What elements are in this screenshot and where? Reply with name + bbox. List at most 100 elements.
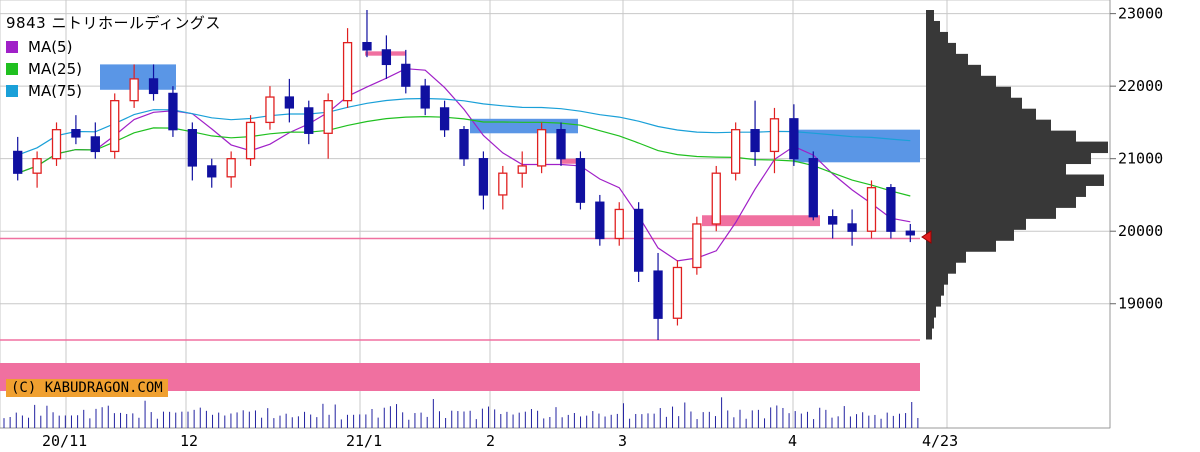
candle-body	[362, 41, 372, 51]
candle-body	[439, 107, 450, 131]
candle-body	[556, 129, 566, 160]
profile-bar	[926, 284, 944, 296]
candle-body	[692, 223, 702, 269]
resistance-zone	[560, 158, 584, 164]
candle-body	[672, 266, 683, 319]
profile-bar	[926, 295, 941, 307]
profile-bar	[926, 108, 1036, 121]
profile-bar	[926, 207, 1056, 219]
profile-bar	[926, 10, 934, 22]
candle-body	[498, 172, 508, 196]
candle-body	[828, 216, 838, 225]
profile-bar	[926, 141, 1108, 154]
profile-bar	[926, 185, 1086, 197]
x-tick-label: 4	[788, 432, 797, 450]
candle-body	[614, 208, 624, 240]
ma75-label: MA(75)	[28, 82, 82, 100]
credit-label: (C) KABUDRAGON.COM	[6, 379, 168, 397]
chart-legend: 9843 ニトリホールディングス MA(5) MA(25) MA(75)	[6, 12, 221, 102]
ma5-swatch	[6, 41, 18, 53]
moving-averages	[17, 68, 911, 262]
candle-body	[478, 158, 489, 196]
x-tick-label: 4/23	[922, 432, 958, 450]
volume-profile	[926, 10, 1108, 340]
profile-bar	[926, 262, 956, 274]
candle-body	[575, 158, 586, 203]
profile-bar	[926, 86, 1011, 99]
y-tick-label: 22000	[1118, 77, 1163, 95]
profile-bar	[926, 251, 966, 263]
candle-body	[110, 100, 120, 153]
x-tick-label: 21/1	[346, 432, 382, 450]
resistance-zone	[702, 215, 820, 227]
candle-body	[207, 165, 217, 178]
candle-body	[711, 172, 721, 225]
ma5-label: MA(5)	[28, 38, 73, 56]
ma25-swatch	[6, 63, 18, 75]
candle-body	[420, 85, 430, 109]
y-tick-label: 23000	[1118, 5, 1163, 23]
candle-body	[886, 187, 896, 232]
current-price-marker	[921, 230, 932, 244]
y-axis: 19000 20000 21000 22000 23000	[1110, 5, 1163, 313]
candle-body	[905, 230, 915, 236]
profile-bar	[926, 64, 981, 77]
x-tick-label: 20/11	[42, 432, 87, 450]
profile-bar	[926, 240, 996, 252]
candle-body	[148, 78, 159, 95]
legend-ma5: MA(5)	[6, 36, 221, 58]
profile-bar	[926, 317, 934, 329]
candle-body	[245, 121, 256, 160]
candle-body	[381, 49, 392, 66]
candle-body	[32, 158, 42, 174]
x-axis: 20/11 12 21/1 2 3 4 4/23	[42, 432, 958, 450]
profile-bar	[926, 328, 932, 340]
ma75-swatch	[6, 85, 18, 97]
profile-bar	[926, 97, 1022, 110]
candle-body	[71, 129, 81, 138]
candlesticks	[13, 10, 915, 340]
candle-body	[731, 129, 741, 174]
candle-body	[750, 129, 760, 153]
profile-bar	[926, 152, 1091, 165]
profile-bar	[926, 218, 1026, 230]
profile-bar	[926, 306, 936, 318]
candle-body	[595, 201, 605, 240]
candle-body	[769, 118, 780, 153]
candle-body	[187, 129, 197, 167]
profile-bar	[926, 119, 1051, 132]
candle-body	[304, 107, 314, 134]
profile-bar	[926, 273, 948, 285]
candle-body	[226, 158, 236, 178]
volume-bars	[3, 397, 919, 428]
ma5-line	[17, 68, 911, 262]
profile-bar	[926, 75, 996, 88]
candle-body	[847, 223, 857, 232]
candle-body	[323, 100, 333, 134]
y-tick-label: 19000	[1118, 295, 1163, 313]
x-tick-label: 12	[180, 432, 198, 450]
y-tick-label: 21000	[1118, 150, 1163, 168]
profile-bar	[926, 53, 968, 66]
support-zone	[793, 129, 920, 163]
candle-body	[459, 129, 469, 160]
candle-body	[633, 208, 644, 272]
ma25-label: MA(25)	[28, 60, 82, 78]
candle-body	[866, 187, 877, 232]
profile-bar	[926, 130, 1076, 143]
profile-bar	[926, 31, 948, 44]
legend-ma25: MA(25)	[6, 58, 221, 80]
profile-bar	[926, 20, 940, 33]
candle-body	[129, 78, 139, 102]
profile-bar	[926, 174, 1104, 186]
x-tick-label: 3	[618, 432, 627, 450]
profile-bar	[926, 163, 1066, 175]
candle-body	[51, 129, 62, 160]
ma25-line	[17, 115, 911, 197]
candle-body	[653, 270, 663, 319]
candle-body	[90, 136, 100, 153]
profile-bar	[926, 229, 1014, 241]
candle-body	[265, 96, 275, 124]
candle-body	[284, 96, 295, 109]
